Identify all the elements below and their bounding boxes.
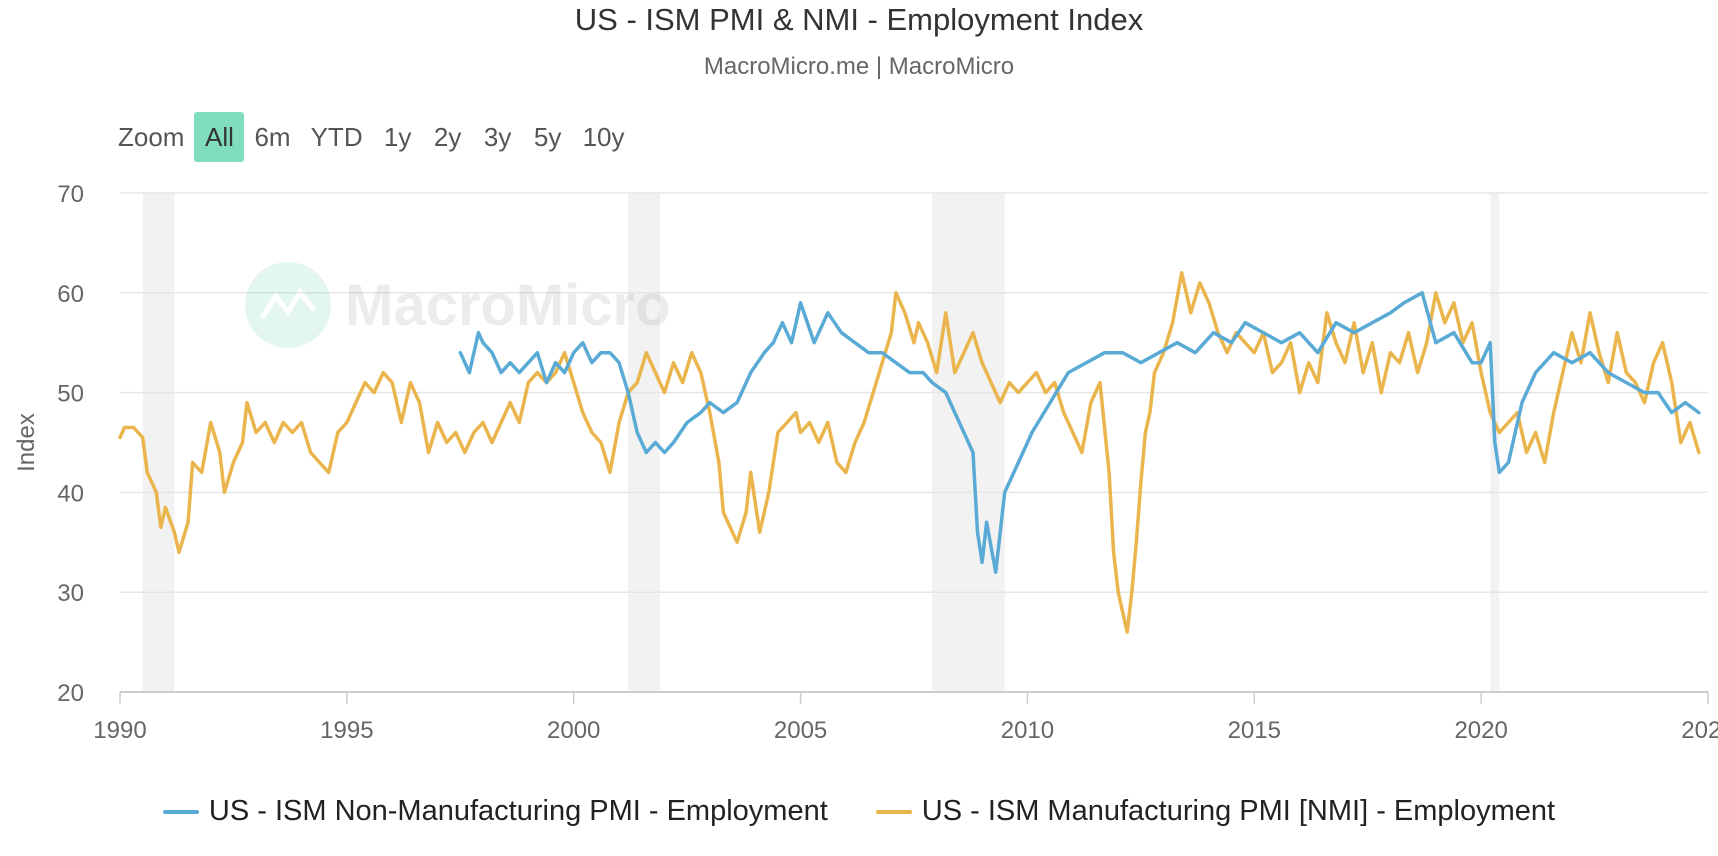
x-tick-label-2015: 2015 [1228,717,1281,744]
legend-item-manufacturing[interactable]: US - ISM Manufacturing PMI [NMI] - Emplo… [875,795,1556,828]
y-tick-label-40: 40 [57,480,84,507]
zoom-6m-button[interactable]: 6m [254,122,291,152]
x-tick-label-1990: 1990 [93,717,146,744]
chart-subtitle: MacroMicro.me | MacroMicro [703,53,1015,80]
legend-swatch-manufacturing [875,809,912,814]
chart-legend: US - ISM Non-Manufacturing PMI - Employm… [0,795,1718,828]
y-tick-label-70: 70 [57,181,84,208]
zoom-2y-button[interactable]: 2y [433,122,462,152]
legend-label-manufacturing: US - ISM Manufacturing PMI [NMI] - Emplo… [921,795,1556,827]
y-tick-label-20: 20 [57,680,84,707]
watermark: MacroMicro [245,262,671,348]
zoom-3y-button[interactable]: 3y [483,122,512,152]
watermark-text: MacroMicro [345,273,671,338]
zoom-all-button[interactable]: All [194,112,245,162]
x-tick-label-2000: 2000 [547,717,600,744]
zoom-10y-button[interactable]: 10y [582,122,625,152]
y-axis-title: Index [13,413,40,472]
zoom-1y-button[interactable]: 1y [383,122,412,152]
watermark-logo-icon [245,262,331,348]
y-tick-label-30: 30 [57,580,84,607]
recession-band-0 [142,193,175,692]
zoom-5y-button[interactable]: 5y [533,122,562,152]
legend-item-non-manufacturing[interactable]: US - ISM Non-Manufacturing PMI - Employm… [162,795,828,828]
chart-title: US - ISM PMI & NMI - Employment Index [574,2,1144,37]
y-tick-label-60: 60 [57,281,84,308]
x-tick-label-1995: 1995 [320,717,373,744]
x-tick-label-2005: 2005 [774,717,827,744]
legend-label-non-manufacturing: US - ISM Non-Manufacturing PMI - Employm… [208,795,828,827]
watermark-logo-mark-icon [259,287,316,320]
legend-swatch-non-manufacturing [162,809,199,814]
x-tick-label-2025: 2025 [1681,717,1718,744]
series-line-0 [458,291,1701,574]
x-tick-label-2010: 2010 [1001,717,1054,744]
series-line-1 [118,271,1701,634]
zoom-ytd-button[interactable]: YTD [310,122,363,152]
zoom-bar: Zoom All 6m YTD 1y 2y 3y 5y 10y [118,112,635,162]
y-tick-label-50: 50 [57,381,84,408]
x-tick-label-2020: 2020 [1454,717,1507,744]
zoom-label: Zoom [118,121,185,152]
